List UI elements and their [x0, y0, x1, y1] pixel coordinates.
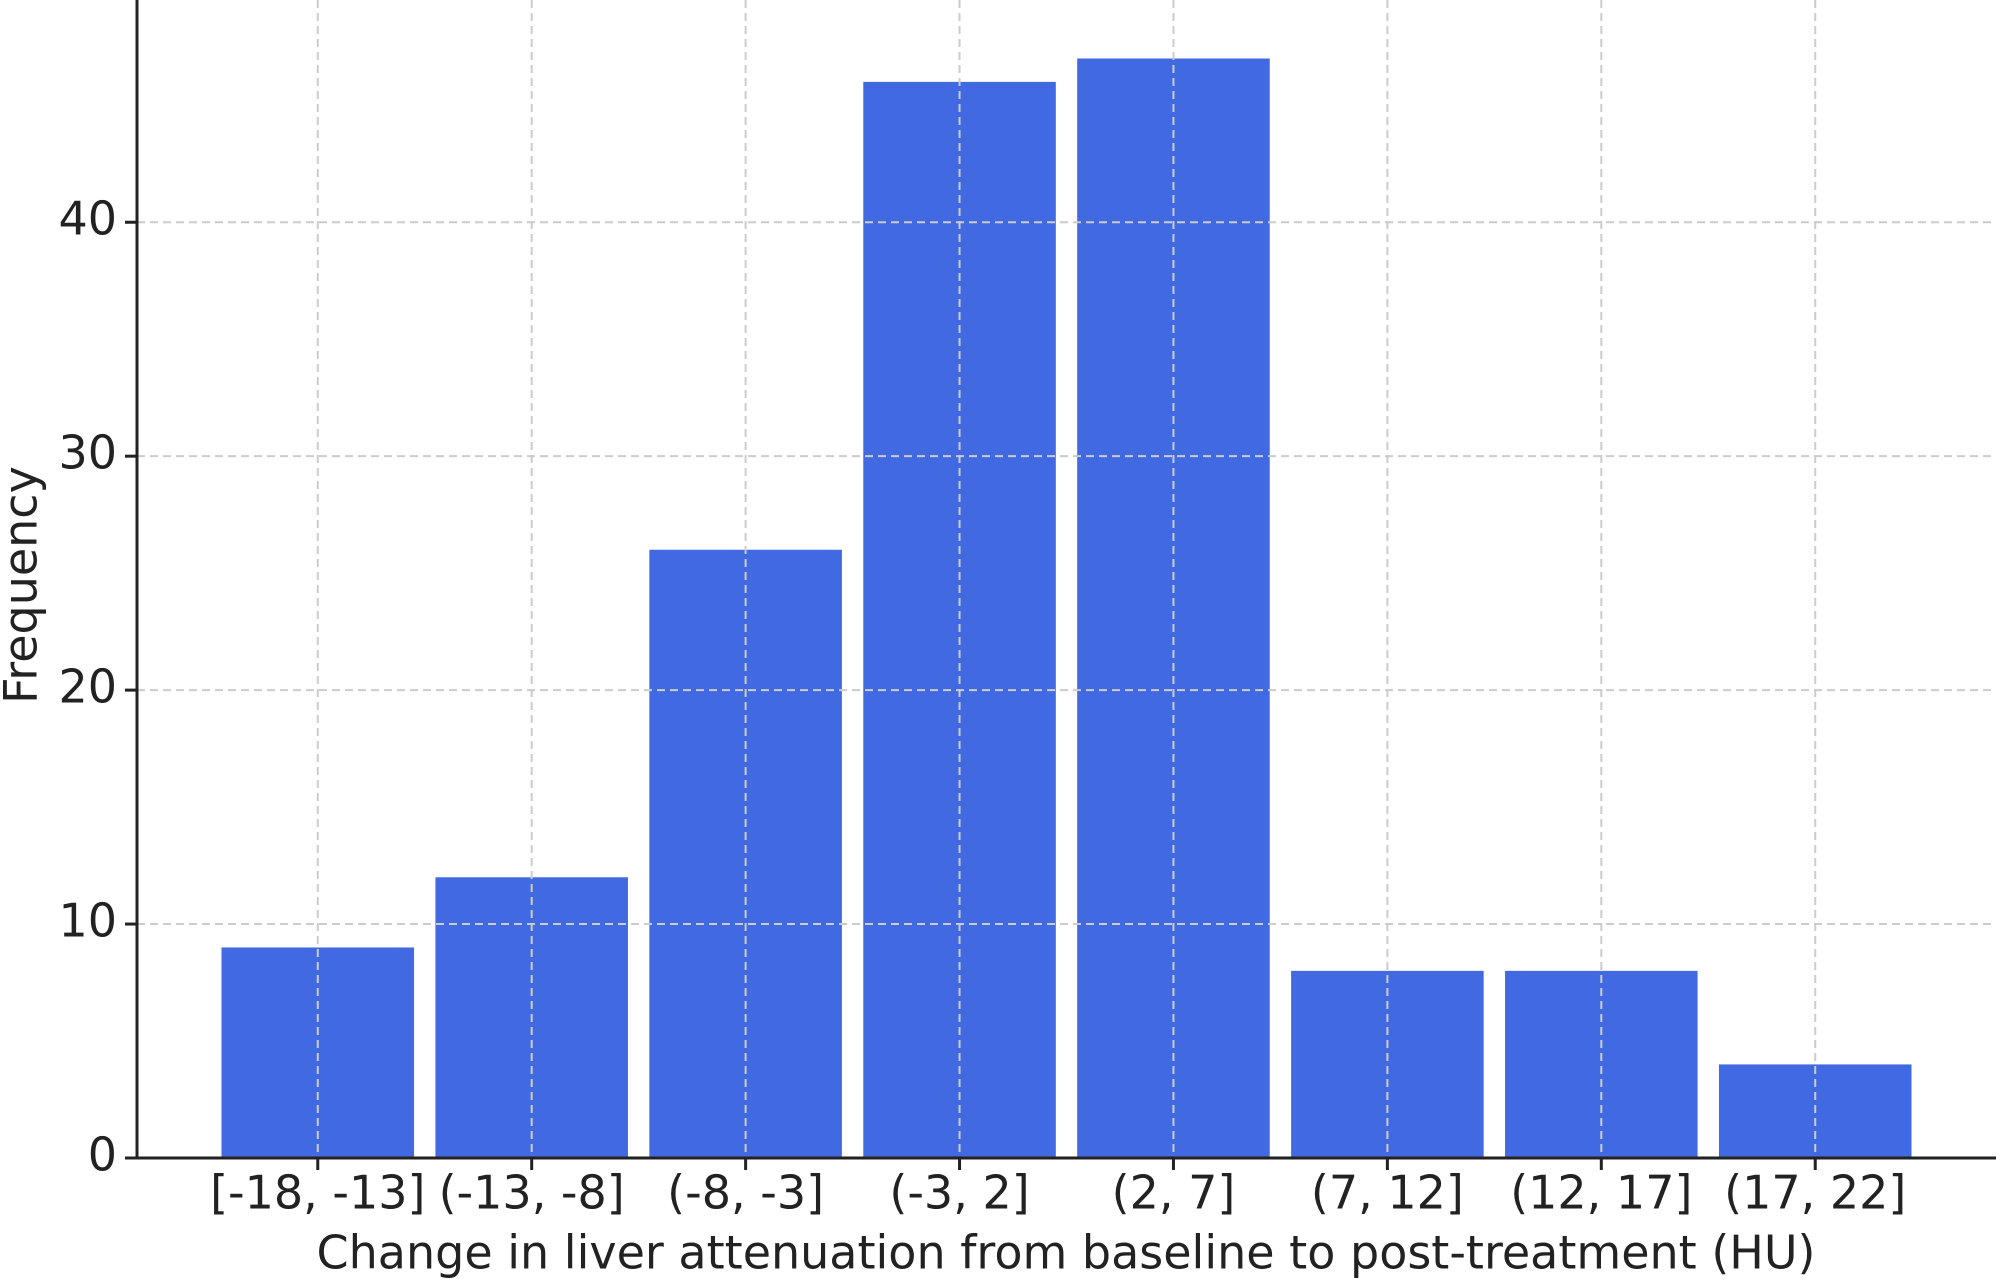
x-axis-label: Change in liver attenuation from baselin…	[317, 1226, 1816, 1280]
y-tick-label: 40	[58, 192, 117, 246]
x-tick-label: (-3, 2]	[889, 1166, 1029, 1220]
y-tick-label: 20	[58, 660, 117, 714]
y-axis-label: Frequency	[0, 466, 48, 704]
x-tick-label: (12, 17]	[1510, 1166, 1692, 1220]
y-tick-label: 0	[88, 1128, 117, 1182]
bar	[863, 81, 1056, 1158]
x-tick-label: [-18, -13]	[210, 1166, 425, 1220]
bar	[1291, 970, 1484, 1158]
y-tick-label: 30	[58, 426, 117, 480]
x-tick-label: (17, 22]	[1724, 1166, 1906, 1220]
x-tick-label: (-13, -8]	[439, 1166, 625, 1220]
x-tick-label: (7, 12]	[1311, 1166, 1464, 1220]
bar	[1505, 970, 1698, 1158]
y-tick-label: 10	[58, 894, 117, 948]
x-tick-label: (2, 7]	[1112, 1166, 1236, 1220]
x-tick-label: (-8, -3]	[667, 1166, 824, 1220]
